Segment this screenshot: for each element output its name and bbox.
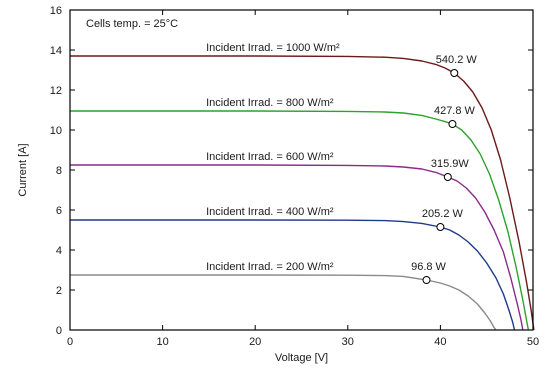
y-tick-label: 14	[50, 45, 62, 57]
series-line-1000	[70, 55, 535, 331]
power-label-800: 427.8 W	[434, 105, 476, 117]
x-tick-label: 40	[434, 336, 446, 348]
y-axis-ticks: 0 2 4 6 8 10 12 14 16	[50, 5, 533, 337]
x-tick-label: 0	[67, 336, 73, 348]
power-label-400: 205.2 W	[422, 208, 464, 220]
series-line-800	[70, 110, 530, 331]
series-label-600: Incident Irrad. = 600 W/m²	[206, 151, 334, 163]
mpp-marker-1000	[450, 69, 459, 77]
x-tick-label: 30	[342, 336, 354, 348]
series-line-600	[70, 164, 524, 331]
mpp-marker-200	[422, 276, 431, 284]
labels-layer: Incident Irrad. = 1000 W/m² 540.2 W Incide…	[206, 42, 477, 273]
power-label-200: 96.8 W	[411, 261, 446, 273]
series-line-400	[70, 219, 516, 331]
x-tick-label: 10	[156, 336, 168, 348]
y-tick-label: 12	[50, 85, 62, 97]
series-line-200	[70, 274, 497, 331]
series-label-200: Incident Irrad. = 200 W/m²	[206, 261, 334, 273]
y-tick-label: 6	[56, 205, 62, 217]
mpp-marker-400	[436, 223, 445, 231]
y-tick-label: 0	[56, 325, 62, 337]
power-label-1000: 540.2 W	[436, 54, 478, 66]
series-label-400: Incident Irrad. = 400 W/m²	[206, 206, 334, 218]
cell-temperature-note: Cells temp. = 25°C	[86, 18, 178, 30]
mpp-marker-800	[448, 120, 457, 128]
y-tick-label: 8	[56, 165, 62, 177]
y-tick-label: 4	[56, 245, 62, 257]
y-tick-label: 10	[50, 125, 62, 137]
mpp-markers-layer	[422, 69, 459, 284]
curves-layer	[70, 55, 535, 331]
series-label-1000: Incident Irrad. = 1000 W/m²	[206, 42, 340, 54]
x-tick-label: 50	[527, 336, 539, 348]
y-tick-label: 2	[56, 285, 62, 297]
x-axis-title: Voltage [V]	[275, 352, 328, 364]
mpp-marker-600	[443, 173, 452, 181]
x-axis-ticks: 0 10 20 30 40 50	[67, 10, 539, 348]
y-axis-title: Current [A]	[17, 143, 29, 196]
y-tick-label: 16	[50, 5, 62, 17]
x-tick-label: 20	[249, 336, 261, 348]
series-label-800: Incident Irrad. = 800 W/m²	[206, 97, 334, 109]
power-label-600: 315.9W	[431, 158, 470, 170]
